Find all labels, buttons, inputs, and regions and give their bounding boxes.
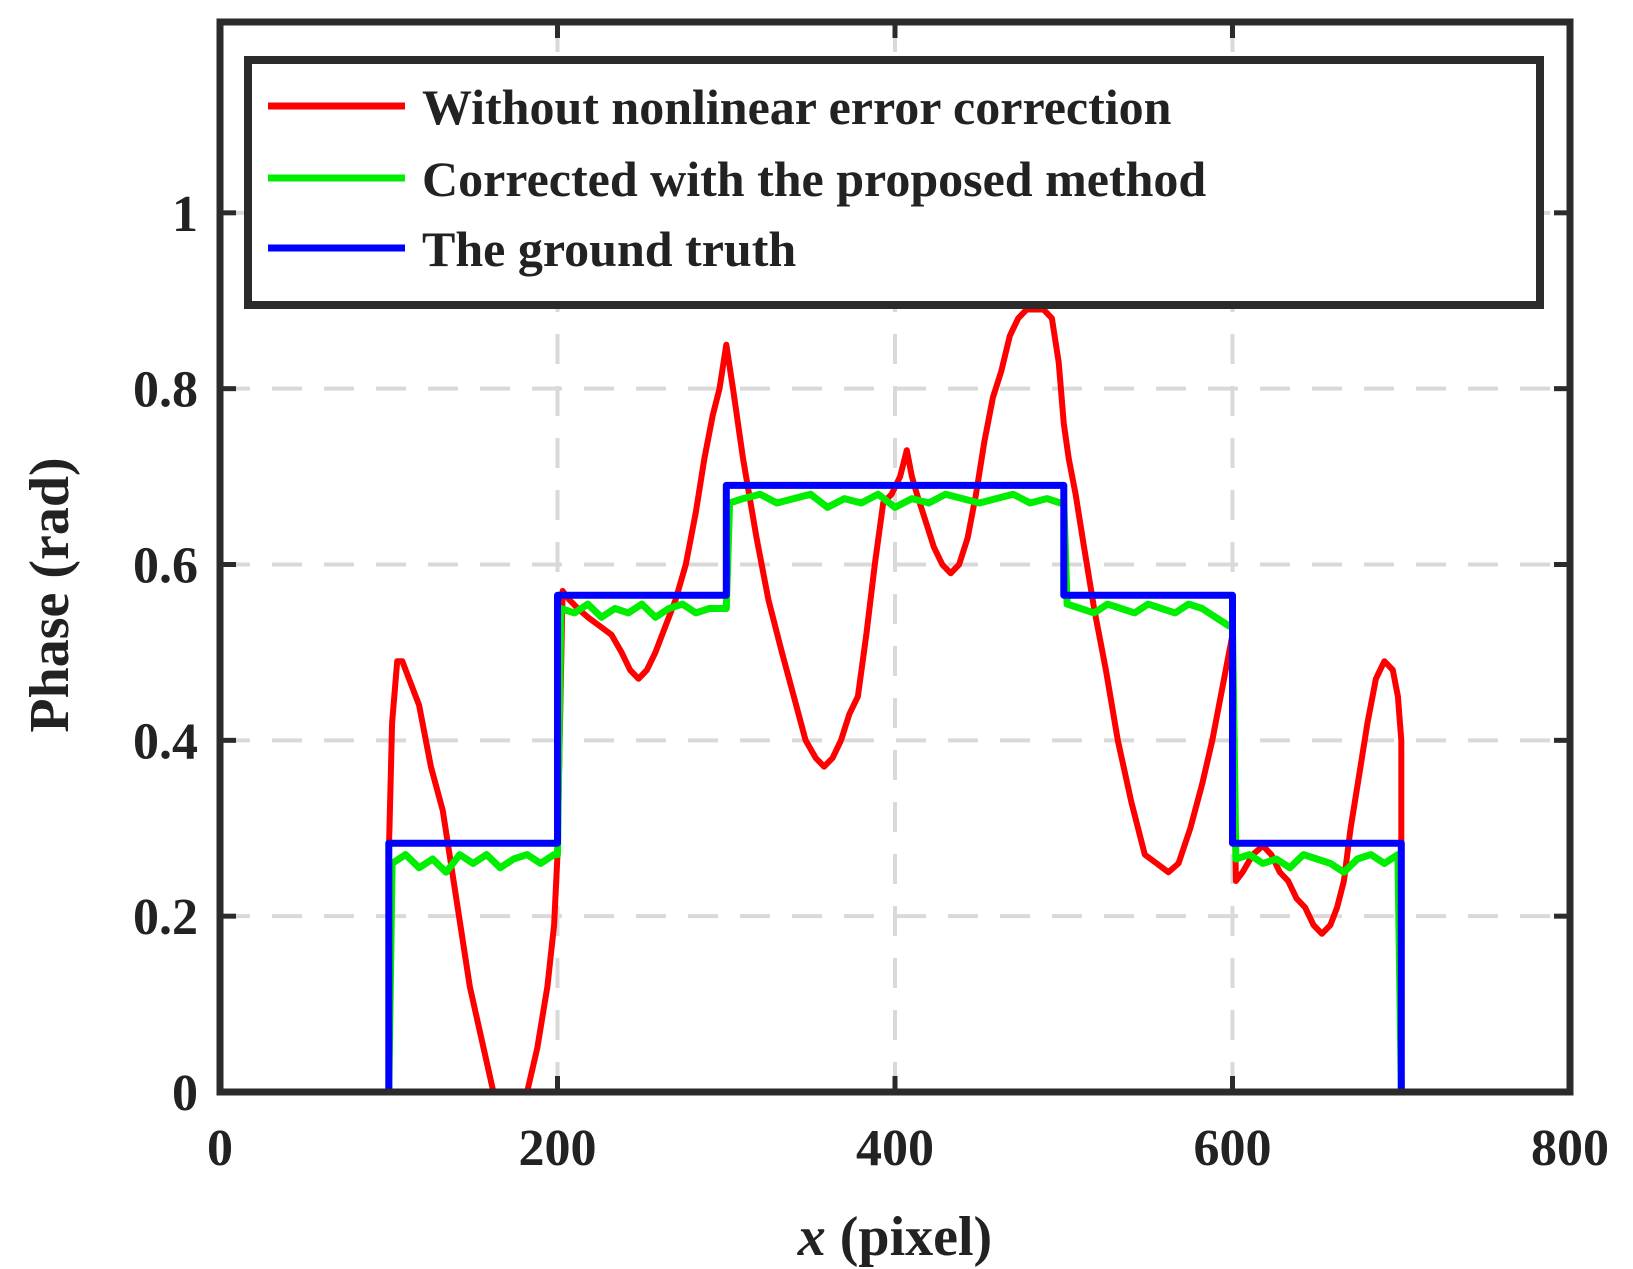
y-tick-labels: 0 0.2 0.4 0.6 0.8 1 [133,186,198,1122]
series-line-2 [216,481,1574,1096]
x-axis-label: x (pixel) [797,1206,992,1268]
y-tick-label: 0.4 [133,713,198,770]
y-axis-label: Phase (rad) [19,457,81,732]
legend-label-red: Without nonlinear error correction [422,79,1172,135]
y-tick-label: 1 [172,186,198,243]
legend-label-green: Corrected with the proposed method [422,151,1206,207]
y-tick-label: 0.8 [133,362,198,419]
legend-box [244,56,1544,309]
x-tick-labels: 0 200 400 600 800 [207,1120,1609,1177]
x-tick-label: 400 [856,1120,934,1177]
x-tick-label: 0 [207,1120,233,1177]
series-line-1 [216,490,1574,1096]
legend-label-blue: The ground truth [422,221,796,277]
y-tick-label: 0.6 [133,538,198,595]
legend: Without nonlinear error correction Corre… [244,56,1544,309]
y-tick-label: 0.2 [133,889,198,946]
series-lines [216,306,1574,1096]
x-tick-label: 600 [1194,1120,1272,1177]
x-axis-label-italic: x [797,1206,826,1268]
y-tick-label: 0 [172,1065,198,1122]
x-tick-label: 200 [519,1120,597,1177]
plot-frame [216,18,1574,1096]
x-axis-label-rest: (pixel) [826,1206,992,1268]
x-tick-label: 800 [1531,1120,1609,1177]
